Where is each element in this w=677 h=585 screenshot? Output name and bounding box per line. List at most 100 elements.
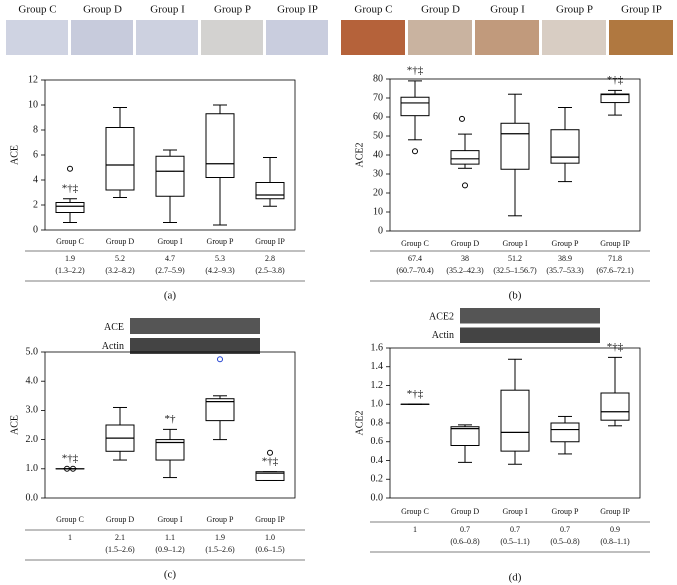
blot-label: Actin bbox=[432, 330, 454, 341]
significance-mark: *†‡ bbox=[407, 388, 424, 400]
box bbox=[450, 150, 480, 165]
stat-text: 1.9 bbox=[215, 533, 225, 542]
stat-text: (0.8–1.1) bbox=[600, 537, 630, 546]
image-label: Group I bbox=[490, 4, 525, 16]
box bbox=[105, 127, 135, 191]
stat-text: 0.7 bbox=[460, 525, 470, 534]
stat-text: (0.6–1.5) bbox=[255, 545, 285, 554]
y-tick-label: 1.0 bbox=[26, 463, 39, 474]
significance-mark: *†‡ bbox=[62, 182, 79, 194]
box bbox=[55, 202, 85, 213]
y-tick-label: 0.2 bbox=[371, 474, 384, 485]
y-tick-label: 2.0 bbox=[26, 434, 39, 445]
tissue-image bbox=[266, 20, 328, 55]
box bbox=[550, 129, 580, 164]
stat-text: (60.7–70.4) bbox=[396, 266, 434, 275]
stat-text: (0.9–1.2) bbox=[155, 545, 185, 554]
x-tick-label: Group C bbox=[56, 515, 84, 524]
blot-label: ACE bbox=[104, 322, 124, 333]
y-tick-label: 6 bbox=[33, 149, 38, 160]
stat-text: 0.7 bbox=[560, 525, 570, 534]
stat-text: 67.4 bbox=[408, 254, 422, 263]
stat-text: 1 bbox=[68, 533, 72, 542]
blot-label: ACE2 bbox=[429, 312, 454, 323]
significance-mark: *†‡ bbox=[62, 452, 79, 464]
box bbox=[205, 113, 235, 178]
outlier bbox=[412, 148, 418, 155]
stat-text: 51.2 bbox=[508, 254, 522, 263]
blot-label: Actin bbox=[102, 341, 124, 352]
x-tick-label: Group P bbox=[552, 239, 579, 248]
panel-label: (b) bbox=[509, 290, 522, 302]
x-tick-label: Group D bbox=[451, 239, 479, 248]
stat-text: (1.5–2.6) bbox=[105, 545, 135, 554]
stat-text: (0.5–1.1) bbox=[500, 537, 530, 546]
x-tick-label: Group C bbox=[56, 237, 84, 246]
x-tick-label: Group IP bbox=[600, 239, 630, 248]
plot-frame bbox=[44, 351, 296, 499]
y-tick-label: 10 bbox=[373, 206, 383, 217]
stat-text: (35.7–53.3) bbox=[546, 266, 584, 275]
image-label: Group C bbox=[354, 4, 392, 16]
outlier bbox=[67, 165, 73, 172]
y-tick-label: 50 bbox=[373, 130, 383, 141]
box bbox=[600, 392, 630, 421]
y-tick-label: 1.4 bbox=[371, 361, 384, 372]
box bbox=[155, 155, 185, 197]
y-tick-label: 0.8 bbox=[371, 417, 384, 428]
stat-text: 5.2 bbox=[115, 254, 125, 263]
x-tick-label: Group IP bbox=[255, 237, 285, 246]
x-tick-label: Group IP bbox=[255, 515, 285, 524]
box bbox=[500, 122, 530, 170]
y-tick-label: 30 bbox=[373, 168, 383, 179]
y-tick-label: 4 bbox=[33, 174, 38, 185]
box bbox=[550, 422, 580, 443]
stat-text: (35.2–42.3) bbox=[446, 266, 484, 275]
panel-label: (a) bbox=[164, 290, 177, 302]
x-tick-label: Group P bbox=[207, 515, 234, 524]
x-tick-label: Group D bbox=[106, 237, 134, 246]
tissue-image bbox=[542, 20, 606, 55]
stat-text: 38 bbox=[461, 254, 469, 263]
stat-text: 1.1 bbox=[165, 533, 175, 542]
tissue-image bbox=[6, 20, 68, 55]
tissue-image bbox=[341, 20, 405, 55]
significance-mark: *†‡ bbox=[607, 341, 624, 353]
y-axis-label: ACE2 bbox=[354, 411, 365, 436]
y-tick-label: 12 bbox=[28, 74, 38, 85]
stat-text: (2.7–5.9) bbox=[155, 266, 185, 275]
tissue-image bbox=[475, 20, 539, 55]
significance-mark: *†‡ bbox=[262, 455, 279, 467]
box bbox=[155, 439, 185, 461]
stat-text: 71.8 bbox=[608, 254, 622, 263]
stat-text: (0.5–0.8) bbox=[550, 537, 580, 546]
y-tick-label: 80 bbox=[373, 73, 383, 84]
y-tick-label: 0.4 bbox=[371, 455, 384, 466]
x-tick-label: Group C bbox=[401, 507, 429, 516]
significance-mark: *†‡ bbox=[407, 64, 424, 76]
box bbox=[255, 182, 285, 200]
x-tick-label: Group IP bbox=[600, 507, 630, 516]
image-label: Group D bbox=[421, 4, 460, 16]
stat-text: 1.0 bbox=[265, 533, 275, 542]
x-tick-label: Group C bbox=[401, 239, 429, 248]
stat-text: 0.7 bbox=[510, 525, 520, 534]
image-label: Group D bbox=[83, 4, 122, 16]
y-tick-label: 0.0 bbox=[371, 492, 384, 503]
y-tick-label: 0 bbox=[378, 225, 383, 236]
blot-image bbox=[460, 327, 600, 343]
image-label: Group C bbox=[18, 4, 56, 16]
stat-text: (32.5–1.56.7) bbox=[493, 266, 537, 275]
stat-text: (67.6–72.1) bbox=[596, 266, 634, 275]
box bbox=[450, 426, 480, 446]
x-tick-label: Group D bbox=[106, 515, 134, 524]
y-tick-label: 1.2 bbox=[371, 380, 384, 391]
outlier bbox=[217, 356, 223, 363]
outlier bbox=[64, 465, 70, 472]
image-label: Group P bbox=[556, 4, 593, 16]
stat-text: 1.9 bbox=[65, 254, 75, 263]
y-tick-label: 0.6 bbox=[371, 436, 384, 447]
outlier bbox=[267, 449, 273, 456]
y-tick-label: 10 bbox=[28, 99, 38, 110]
image-label: Group P bbox=[214, 4, 251, 16]
